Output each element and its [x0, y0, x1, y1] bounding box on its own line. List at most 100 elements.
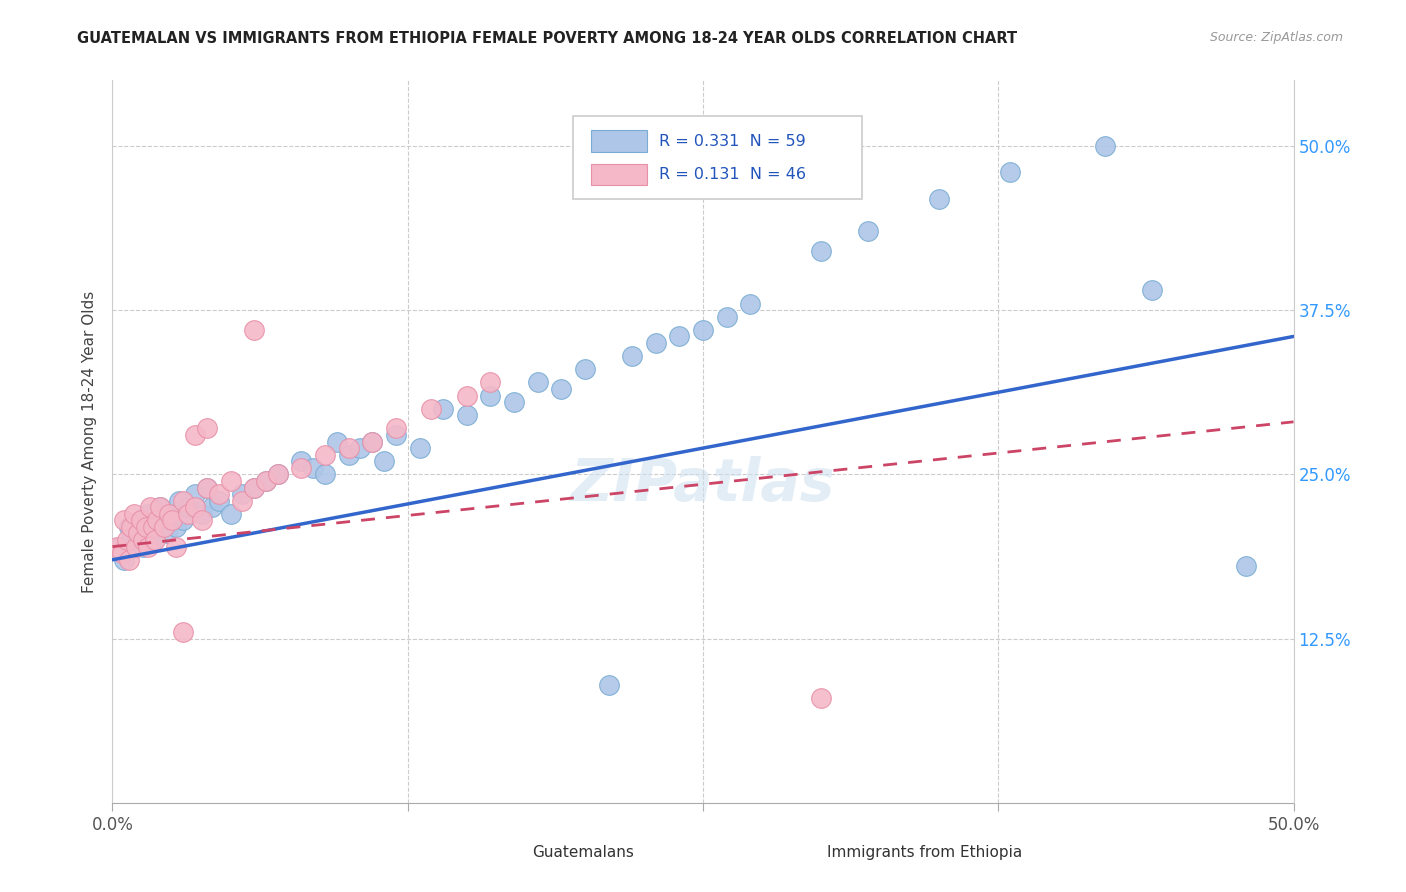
- Point: [122, 507, 145, 521]
- Point: [219, 507, 242, 521]
- Point: [326, 434, 349, 449]
- Point: [191, 507, 214, 521]
- Point: [219, 474, 242, 488]
- Point: [118, 553, 141, 567]
- Point: [479, 376, 502, 390]
- Point: [165, 520, 187, 534]
- Point: [337, 448, 360, 462]
- Point: [243, 481, 266, 495]
- Point: [998, 165, 1021, 179]
- Point: [112, 553, 135, 567]
- Point: [127, 526, 149, 541]
- Point: [136, 507, 159, 521]
- Point: [195, 421, 218, 435]
- Point: [129, 513, 152, 527]
- Point: [858, 224, 880, 238]
- Point: [361, 434, 384, 449]
- Point: [302, 460, 325, 475]
- Point: [550, 382, 572, 396]
- Bar: [491, 845, 526, 861]
- Point: [692, 323, 714, 337]
- Point: [153, 520, 176, 534]
- Point: [243, 481, 266, 495]
- Point: [456, 409, 478, 423]
- Point: [503, 395, 526, 409]
- Point: [142, 520, 165, 534]
- Y-axis label: Female Poverty Among 18-24 Year Olds: Female Poverty Among 18-24 Year Olds: [82, 291, 97, 592]
- Text: Immigrants from Ethiopia: Immigrants from Ethiopia: [827, 845, 1022, 860]
- Point: [337, 441, 360, 455]
- Point: [243, 323, 266, 337]
- Text: R = 0.331  N = 59: R = 0.331 N = 59: [659, 134, 806, 149]
- Point: [184, 500, 207, 515]
- Point: [125, 540, 148, 554]
- Point: [810, 690, 832, 705]
- Point: [621, 349, 644, 363]
- Point: [172, 513, 194, 527]
- Bar: [591, 164, 648, 186]
- Point: [479, 388, 502, 402]
- Point: [1140, 284, 1163, 298]
- Point: [118, 520, 141, 534]
- Point: [373, 454, 395, 468]
- Point: [195, 481, 218, 495]
- Point: [574, 362, 596, 376]
- Point: [1094, 139, 1116, 153]
- Point: [408, 441, 430, 455]
- Point: [267, 467, 290, 482]
- Point: [135, 520, 157, 534]
- Point: [160, 513, 183, 527]
- Point: [105, 540, 128, 554]
- Point: [1234, 559, 1257, 574]
- Point: [157, 507, 180, 521]
- Point: [120, 520, 142, 534]
- Text: GUATEMALAN VS IMMIGRANTS FROM ETHIOPIA FEMALE POVERTY AMONG 18-24 YEAR OLDS CORR: GUATEMALAN VS IMMIGRANTS FROM ETHIOPIA F…: [77, 31, 1018, 46]
- Point: [153, 513, 176, 527]
- Point: [361, 434, 384, 449]
- Point: [143, 520, 166, 534]
- Point: [267, 467, 290, 482]
- Point: [385, 428, 408, 442]
- Point: [165, 540, 187, 554]
- Point: [716, 310, 738, 324]
- Point: [184, 487, 207, 501]
- Point: [195, 481, 218, 495]
- Point: [810, 244, 832, 258]
- Point: [172, 493, 194, 508]
- Text: Source: ZipAtlas.com: Source: ZipAtlas.com: [1209, 31, 1343, 45]
- Point: [420, 401, 443, 416]
- Point: [644, 336, 666, 351]
- Point: [136, 540, 159, 554]
- Point: [385, 421, 408, 435]
- Point: [254, 474, 277, 488]
- Text: Guatemalans: Guatemalans: [531, 845, 634, 860]
- Bar: [786, 845, 821, 861]
- Point: [314, 467, 336, 482]
- Point: [120, 533, 142, 547]
- Point: [456, 388, 478, 402]
- Point: [290, 454, 312, 468]
- Text: R = 0.131  N = 46: R = 0.131 N = 46: [659, 167, 806, 182]
- Point: [201, 500, 224, 515]
- Point: [129, 513, 152, 527]
- Point: [432, 401, 454, 416]
- Point: [208, 487, 231, 501]
- FancyBboxPatch shape: [574, 117, 862, 200]
- Point: [146, 513, 169, 527]
- Point: [928, 192, 950, 206]
- Point: [668, 329, 690, 343]
- Point: [290, 460, 312, 475]
- Point: [139, 500, 162, 515]
- Point: [132, 540, 155, 554]
- Point: [254, 474, 277, 488]
- Point: [142, 533, 165, 547]
- Point: [172, 625, 194, 640]
- Point: [111, 546, 134, 560]
- Point: [184, 428, 207, 442]
- Point: [208, 493, 231, 508]
- Bar: [591, 130, 648, 153]
- Point: [156, 526, 179, 541]
- Point: [231, 493, 253, 508]
- Point: [526, 376, 548, 390]
- Point: [115, 533, 138, 547]
